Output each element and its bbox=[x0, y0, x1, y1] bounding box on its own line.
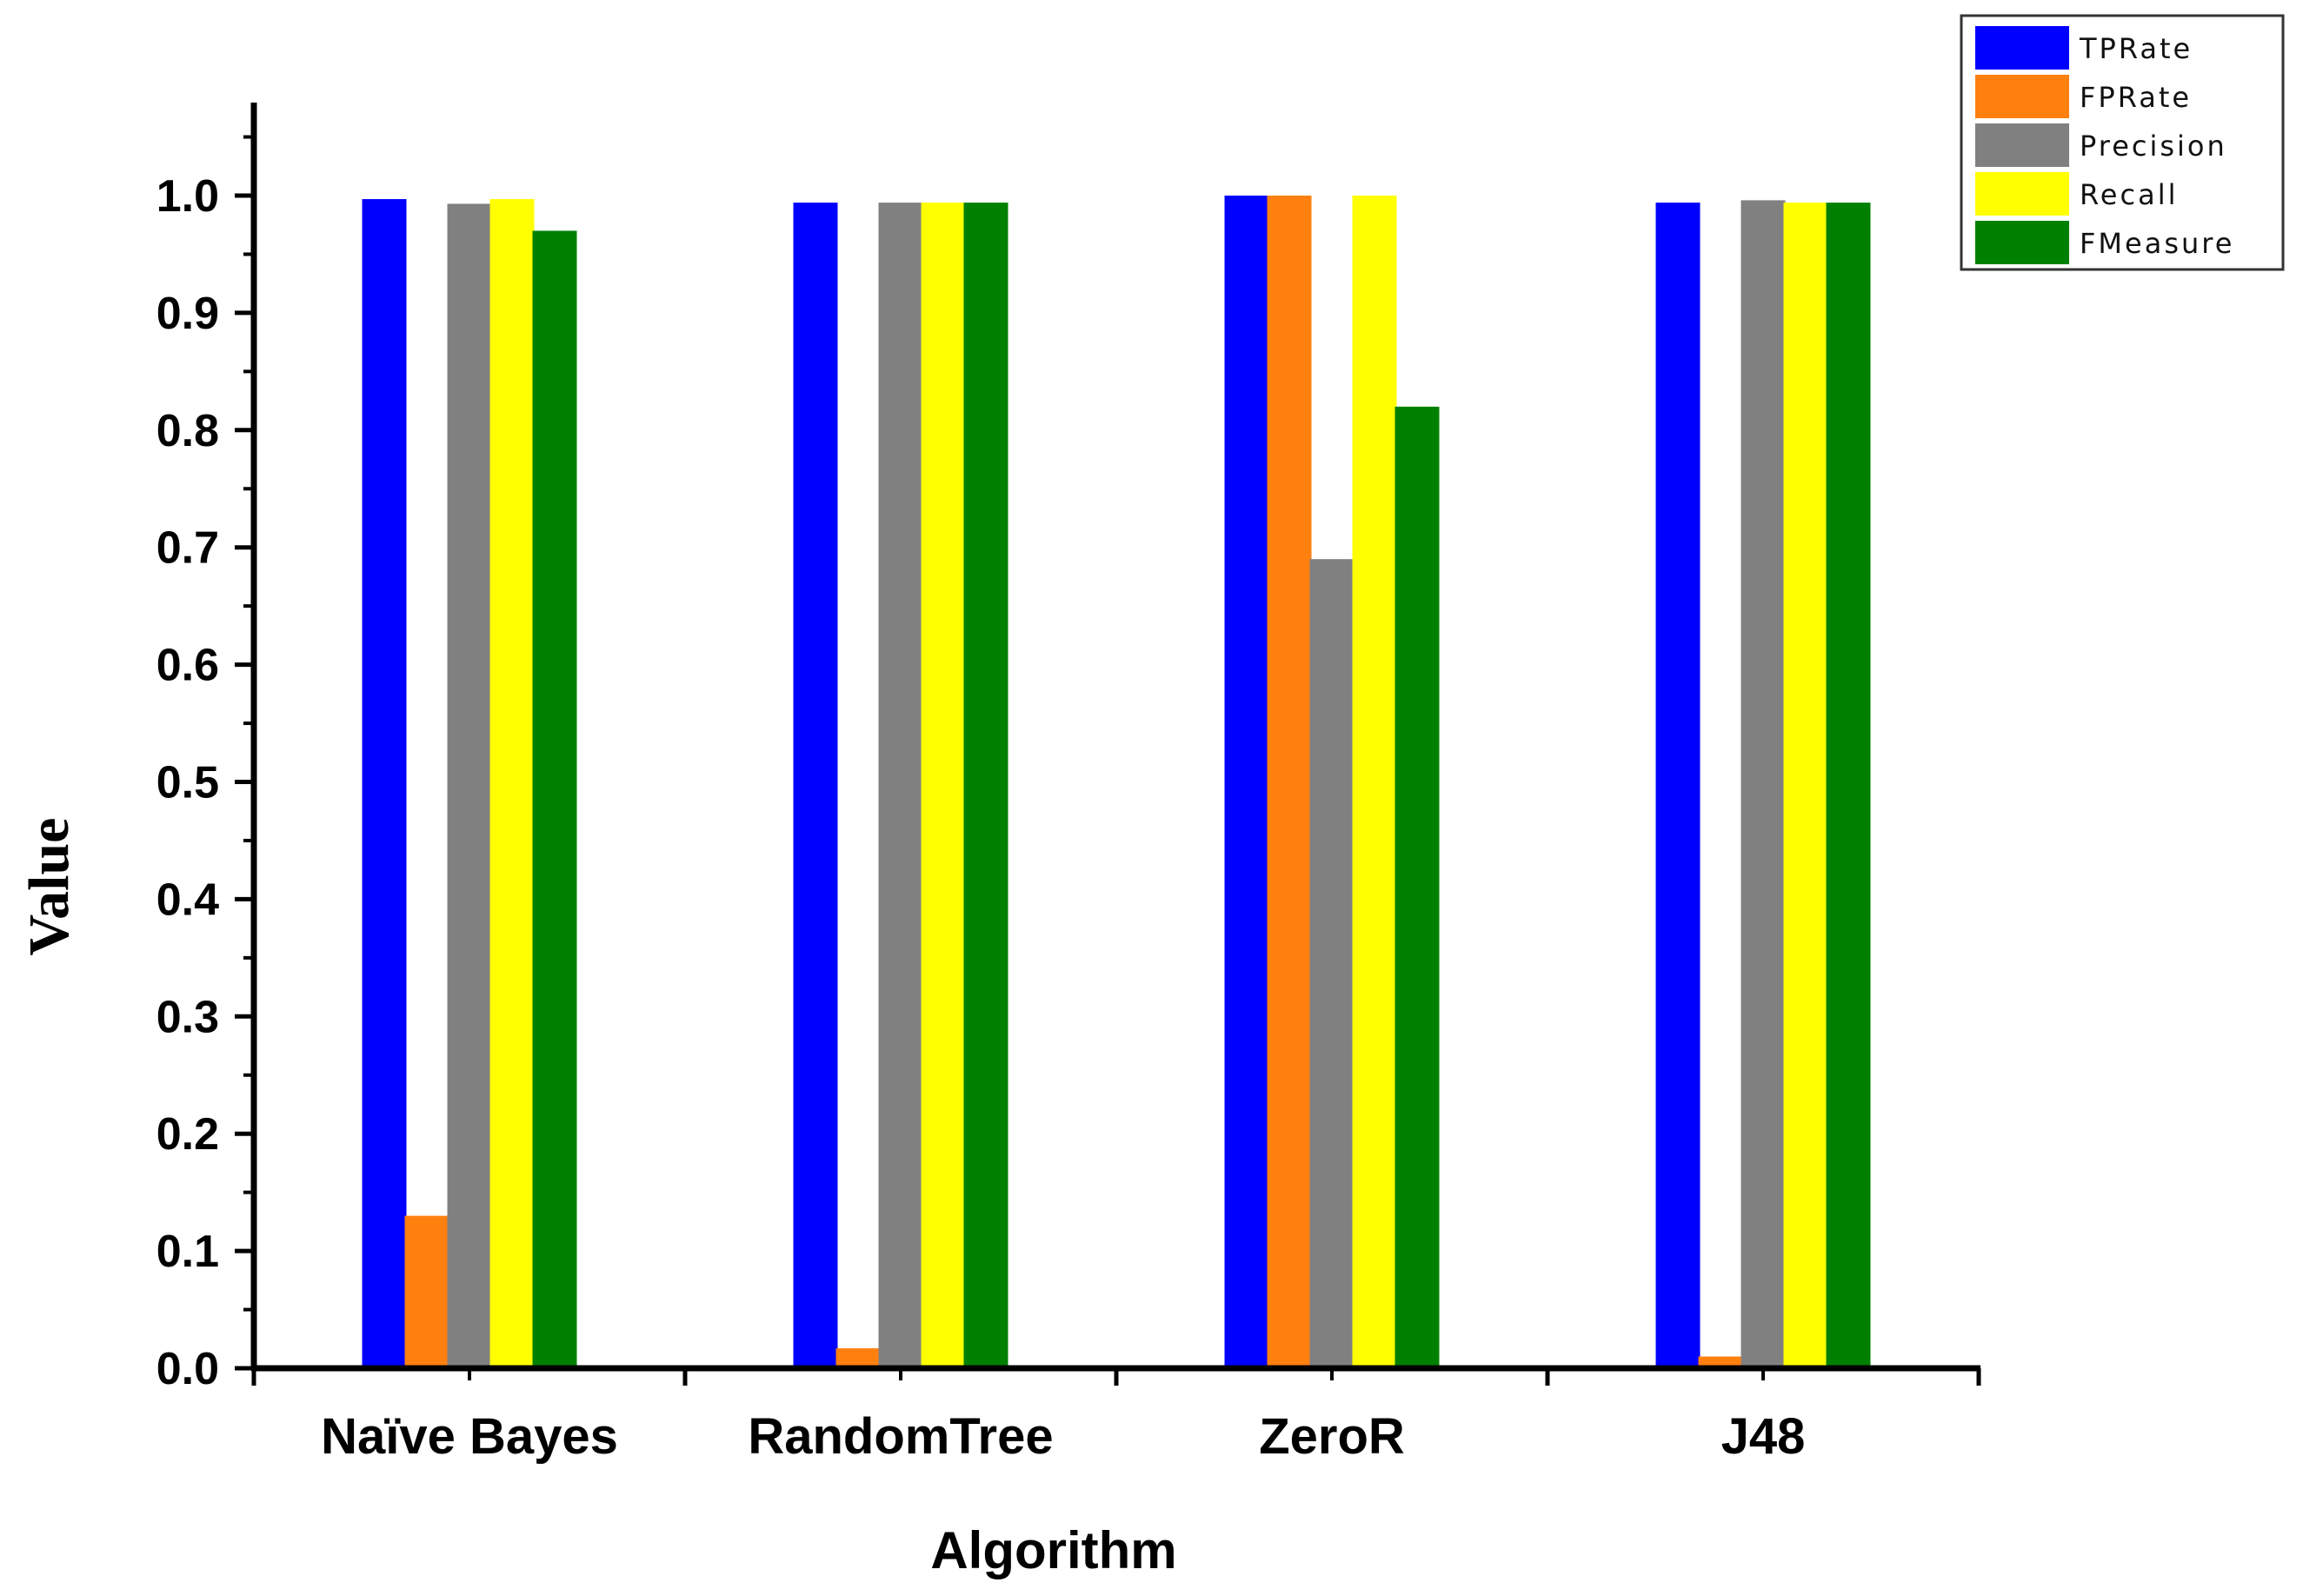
bar-fprate-2 bbox=[835, 1348, 881, 1368]
legend-label-fmeasure: FMeasure bbox=[2080, 227, 2234, 260]
x-category-label: ZeroR bbox=[1259, 1408, 1405, 1465]
y-tick-label: 0.6 bbox=[156, 641, 219, 691]
bar-fprate-1 bbox=[404, 1215, 449, 1368]
bar-recall-3 bbox=[1352, 196, 1397, 1368]
legend-swatch-fmeasure bbox=[1975, 221, 2069, 264]
y-tick-label: 0.8 bbox=[156, 406, 219, 456]
legend-label-fprate: FPRate bbox=[2080, 81, 2192, 114]
bar-recall-4 bbox=[1783, 203, 1828, 1368]
x-category-label: RandomTree bbox=[748, 1408, 1053, 1465]
legend-label-tprate: TPRate bbox=[2079, 32, 2193, 65]
legend-label-recall: Recall bbox=[2080, 178, 2178, 211]
bar-tprate-3 bbox=[1224, 196, 1269, 1368]
bar-fmeasure-2 bbox=[963, 203, 1008, 1368]
bar-precision-2 bbox=[878, 203, 923, 1368]
bar-precision-1 bbox=[447, 203, 492, 1368]
y-tick-label: 1.0 bbox=[156, 171, 219, 222]
x-category-label: J48 bbox=[1721, 1408, 1806, 1465]
bar-recall-2 bbox=[921, 203, 966, 1368]
legend: TPRate FPRate Precision Recall FMeasure bbox=[1960, 14, 2285, 271]
y-ticks-group: 0.0 0.1 0.2 0.3 0.4 0.5 0.6 0.7 0.8 0.9 1.0 bbox=[156, 171, 219, 1394]
x-axis-title: Algorithm bbox=[930, 1521, 1176, 1579]
y-tick-label: 0.1 bbox=[156, 1227, 219, 1277]
bar-fmeasure-3 bbox=[1394, 406, 1440, 1368]
x-categories-group: Naïve Bayes RandomTree ZeroR J48 bbox=[321, 1408, 1805, 1465]
bar-tprate-1 bbox=[362, 199, 407, 1368]
bar-tprate-4 bbox=[1655, 203, 1701, 1368]
y-tick-label: 0.4 bbox=[156, 874, 219, 925]
y-tick-label: 0.2 bbox=[156, 1109, 219, 1160]
y-tick-label: 0.3 bbox=[156, 992, 219, 1042]
bar-fmeasure-1 bbox=[532, 230, 577, 1369]
bar-precision-4 bbox=[1741, 200, 1786, 1368]
bars-group bbox=[362, 196, 1871, 1369]
y-axis-title: Value bbox=[17, 818, 81, 956]
y-tick-label: 0.0 bbox=[156, 1344, 219, 1394]
legend-swatch-recall bbox=[1975, 172, 2069, 216]
legend-label-precision: Precision bbox=[2080, 130, 2227, 163]
y-tick-label: 0.7 bbox=[156, 523, 219, 574]
legend-swatch-fprate bbox=[1975, 75, 2069, 118]
bar-tprate-2 bbox=[793, 203, 838, 1368]
bar-recall-1 bbox=[489, 199, 535, 1368]
y-tick-label: 0.9 bbox=[156, 289, 219, 339]
bar-precision-3 bbox=[1309, 559, 1355, 1368]
bar-fmeasure-4 bbox=[1826, 203, 1871, 1368]
x-category-label: Naïve Bayes bbox=[321, 1408, 618, 1465]
legend-swatch-precision bbox=[1975, 123, 2069, 167]
legend-swatch-tprate bbox=[1975, 26, 2069, 70]
y-tick-label: 0.5 bbox=[156, 758, 219, 808]
axes-group bbox=[235, 103, 1981, 1386]
bar-fprate-3 bbox=[1267, 196, 1312, 1368]
